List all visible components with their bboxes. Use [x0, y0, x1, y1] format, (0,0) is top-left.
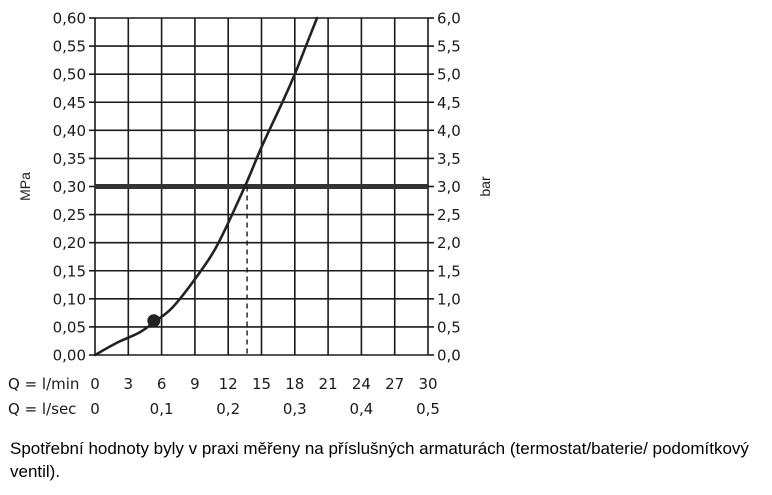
y-right-axis-label: bar — [477, 176, 493, 197]
y-right-tick-label: 3,0 — [437, 178, 461, 196]
x-tick-label-lsec: 0,3 — [283, 400, 307, 418]
y-left-tick-label: 0,00 — [53, 347, 86, 365]
x-tick-label-lsec: 0,4 — [349, 400, 373, 418]
y-left-tick-label: 0,60 — [53, 10, 86, 28]
x-tick-label-lmin: 0 — [90, 375, 100, 393]
x-axis-label-lmin: Q = l/min — [8, 375, 79, 393]
y-right-tick-label: 0,0 — [437, 347, 461, 365]
caption-text: Spotřební hodnoty byly v praxi měřeny na… — [10, 439, 749, 481]
x-tick-label-lsec: 0,2 — [216, 400, 240, 418]
x-tick-label-lmin: 21 — [319, 375, 338, 393]
y-left-tick-label: 0,55 — [53, 38, 86, 56]
y-left-ticks: 0,00 0,05 0,10 0,15 0,20 0,25 0,30 0,35 0,40 0,45… — [53, 10, 95, 365]
x-tick-label-lsec: 0,5 — [416, 400, 440, 418]
y-left-tick-label: 0,10 — [53, 290, 86, 308]
x-axis-label-lsec: Q = l/sec — [8, 400, 76, 418]
y-right-tick-label: 5,0 — [437, 66, 461, 84]
y-right-tick-label: 4,0 — [437, 122, 461, 140]
x-tick-label-lmin: 27 — [385, 375, 404, 393]
x-tick-label-lmin: 12 — [219, 375, 238, 393]
y-right-tick-label: 2,0 — [437, 234, 461, 252]
pressure-flow-chart: 0,000,050,100,150,200,250,300,350,400,45… — [8, 10, 493, 419]
y-right-tick-label: 1,5 — [437, 262, 461, 280]
y-right-tick-label: 1,0 — [437, 290, 461, 308]
x-tick-label-lmin: 9 — [190, 375, 200, 393]
y-right-ticks: 0,0 0,5 1,0 1,5 2,0 2,5 3,0 3,5 4,0 4,5 5,0 5,5 6,0 — [428, 10, 461, 365]
y-left-tick-label: 0,30 — [53, 178, 86, 196]
y-left-axis-label: MPa — [17, 172, 33, 201]
y-right-tick-label: 2,5 — [437, 206, 461, 224]
x-tick-label-lmin: 15 — [252, 375, 271, 393]
flow-curve — [93, 16, 319, 357]
y-left-tick-label: 0,20 — [53, 234, 86, 252]
min-flow-marker-point — [147, 314, 161, 328]
x-tick-label-lmin: 30 — [418, 375, 437, 393]
y-left-tick-label: 0,35 — [53, 150, 86, 168]
x-tick-label-lmin: 6 — [157, 375, 167, 393]
y-right-tick-label: 5,5 — [437, 38, 461, 56]
y-left-tick-label: 0,15 — [53, 262, 86, 280]
y-left-tick-label: 0,05 — [53, 318, 86, 336]
y-left-tick-label: 0,45 — [53, 94, 86, 112]
x-tick-label-lsec: 0,1 — [150, 400, 174, 418]
y-left-tick-label: 0,50 — [53, 66, 86, 84]
y-right-tick-label: 3,5 — [437, 150, 461, 168]
series-layer — [93, 16, 428, 357]
y-left-tick-label: 0,40 — [53, 122, 86, 140]
x-tick-label-lsec: 0 — [90, 400, 100, 418]
y-left-tick-label: 0,25 — [53, 206, 86, 224]
y-right-tick-label: 0,5 — [437, 318, 461, 336]
y-right-tick-label: 4,5 — [437, 94, 461, 112]
y-right-tick-label: 6,0 — [437, 10, 461, 28]
x-tick-label-lmin: 24 — [352, 375, 371, 393]
x-tick-label-lmin: 3 — [124, 375, 134, 393]
x-tick-label-lmin: 18 — [285, 375, 304, 393]
x-ticks: 0 3 6 9 12 15 18 21 24 27 30 0 0,1 0,2 0,3 0,4 0,5 — [90, 375, 440, 418]
